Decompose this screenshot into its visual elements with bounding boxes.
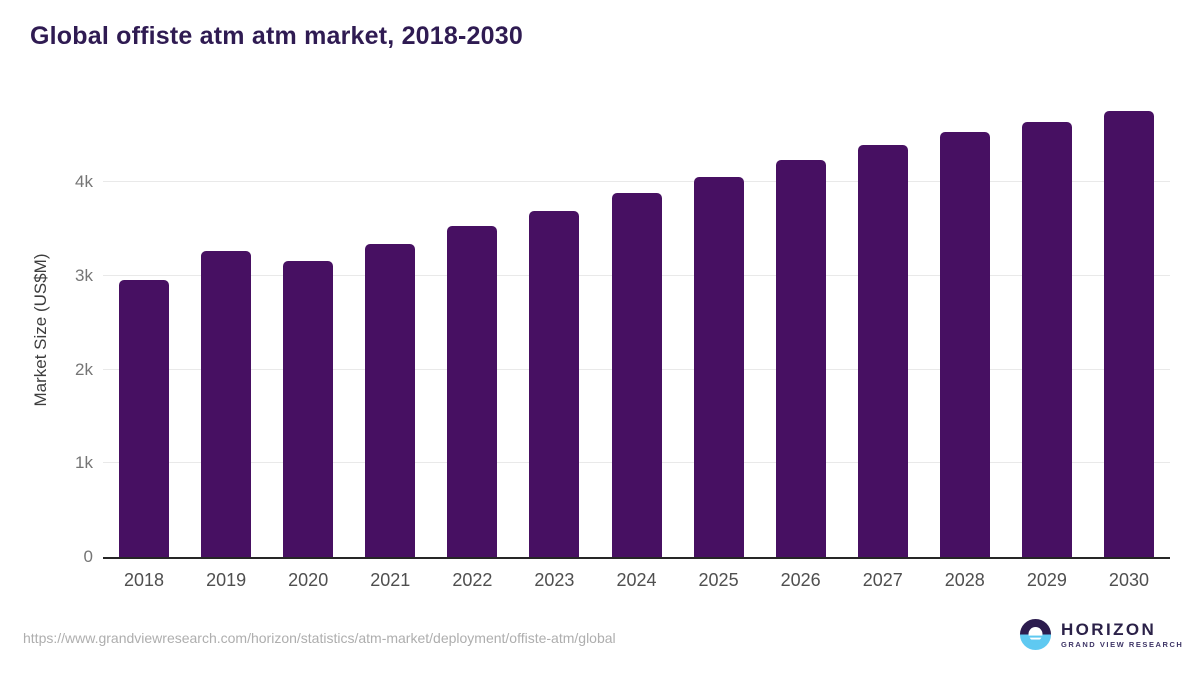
x-tick-2026: 2026 <box>780 570 821 590</box>
bar-2026 <box>775 160 826 557</box>
bar-2029 <box>1021 122 1072 557</box>
x-tick-2027: 2027 <box>862 570 903 590</box>
bar-2030 <box>1103 110 1154 557</box>
logo-subtitle: GRAND VIEW RESEARCH <box>1061 639 1184 649</box>
horizon-logo: HORIZON GRAND VIEW RESEARCH <box>1019 618 1183 651</box>
bar-2023 <box>529 211 580 557</box>
chart-title: Global offiste atm atm market, 2018-2030 <box>30 22 523 50</box>
x-tick-2024: 2024 <box>616 570 657 590</box>
horizon-logo-icon <box>1019 618 1052 651</box>
x-tick-2021: 2021 <box>370 570 411 590</box>
bar-2022 <box>447 226 498 557</box>
x-tick-2023: 2023 <box>534 570 575 590</box>
x-tick-2028: 2028 <box>944 570 985 590</box>
logo-title: HORIZON <box>1061 619 1157 639</box>
x-tick-2022: 2022 <box>452 570 493 590</box>
x-tick-2020: 2020 <box>288 570 329 590</box>
y-tick-2k: 2k <box>75 359 93 379</box>
x-tick-2018: 2018 <box>124 570 165 590</box>
bar-2018 <box>119 280 170 557</box>
bar-2021 <box>365 244 416 557</box>
bar-2024 <box>611 193 662 557</box>
y-tick-4k: 4k <box>75 172 93 192</box>
bar-2025 <box>693 177 744 557</box>
horizon-logo-text: HORIZON GRAND VIEW RESEARCH <box>1061 621 1183 649</box>
y-tick-1k: 1k <box>75 453 93 473</box>
x-tick-2019: 2019 <box>206 570 247 590</box>
gridline-4k <box>103 181 1170 183</box>
y-tick-0: 0 <box>83 547 93 566</box>
x-tick-2030: 2030 <box>1108 570 1149 590</box>
bar-2027 <box>857 144 908 557</box>
x-tick-2029: 2029 <box>1026 570 1067 590</box>
bar-2019 <box>201 251 252 557</box>
plot-area <box>103 100 1170 559</box>
x-tick-2025: 2025 <box>698 570 739 590</box>
bar-2028 <box>939 132 990 557</box>
bar-2020 <box>283 261 334 557</box>
y-tick-3k: 3k <box>75 265 93 285</box>
source-url: https://www.grandviewresearch.com/horizo… <box>23 630 616 646</box>
